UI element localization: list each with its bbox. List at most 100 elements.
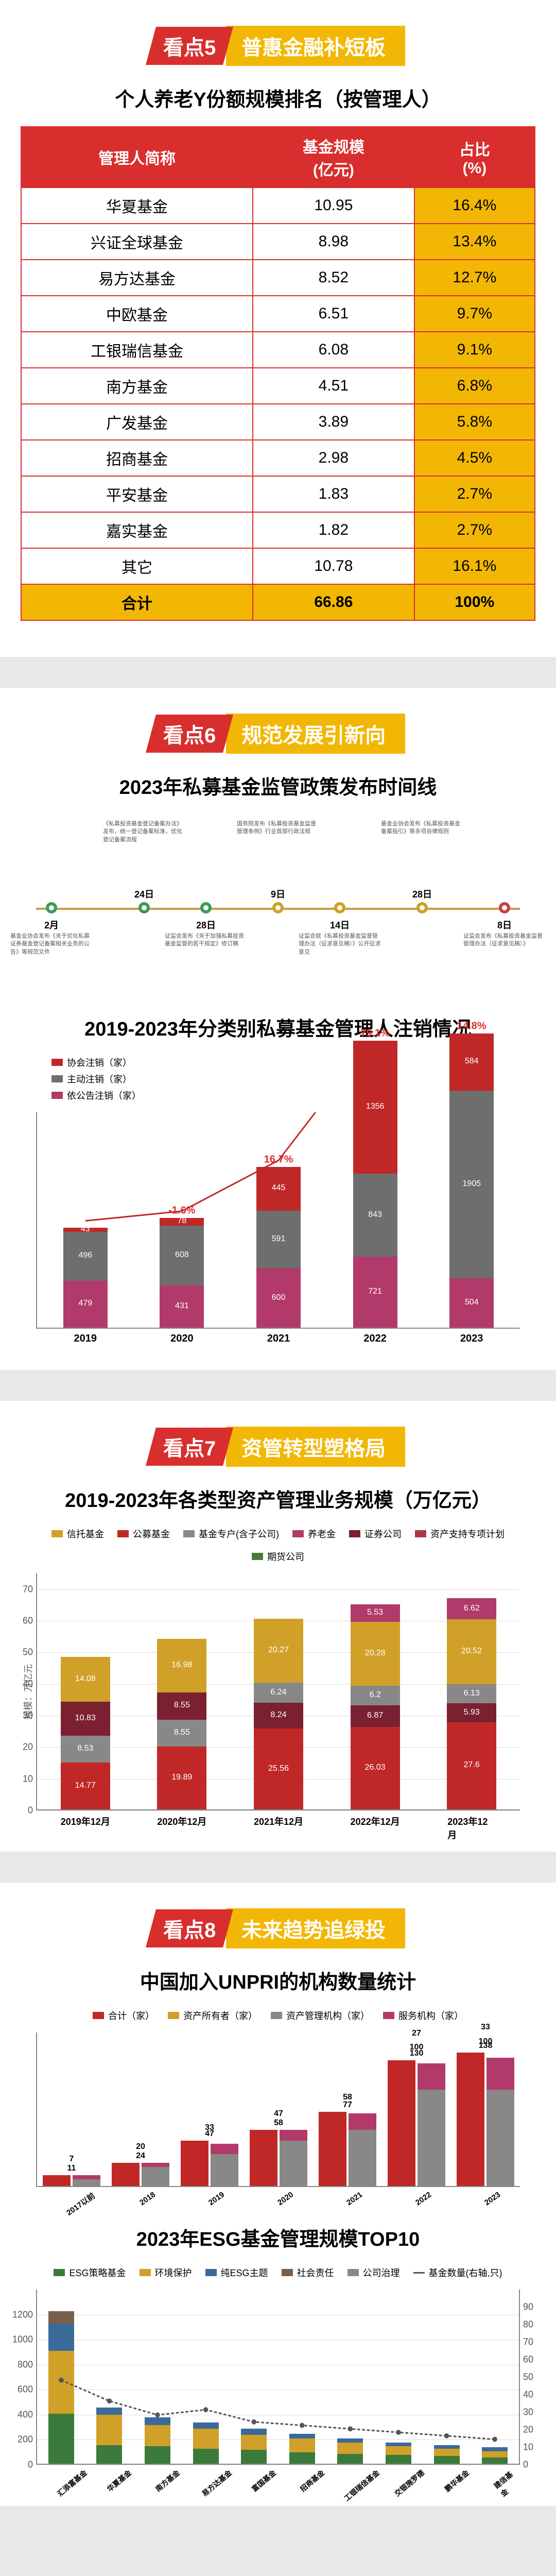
policy-timeline: 2月基金业协会发布《关于优化私募证券基金登记备案相关业务的公告》等规范文件24日… (21, 820, 535, 995)
growth-label: 16.7% (264, 1154, 293, 1165)
table-row: 招商基金2.984.5% (21, 440, 535, 476)
bar-segment: 5.93 (447, 1703, 496, 1722)
x-label: 2021 (267, 1328, 290, 1345)
x-label: 2022 (411, 2186, 433, 2207)
growth-label: 14.8% (457, 1020, 486, 1032)
legend-8a: 合计（家）资产所有者（家）资产管理机构（家）服务机构（家） (21, 2009, 535, 2022)
x-label: 2018 (135, 2186, 157, 2207)
timeline-date: 28日 (412, 887, 432, 901)
bar-top-label: 58 (274, 2119, 283, 2128)
timeline-text: 基金业协会发布《关于优化私募证券基金登记备案相关业务的公告》等规范文件 (10, 933, 93, 956)
unpri-chart-area: 1172017以前2420201847332019584720207758202… (36, 2032, 520, 2187)
timeline-text: 《私募投资基金登记备案办法》发布，统一登记备案标准，优化登记备案流程 (103, 820, 185, 844)
badge-7: 看点7 (146, 1428, 233, 1466)
section-7: 看点7 资管转型塑格局 2019-2023年各类型资产管理业务规模（万亿元） 信… (0, 1401, 556, 1852)
bar-total (457, 2053, 484, 2186)
timeline-date: 2月 (44, 918, 59, 931)
x-label: 汇添富基金 (51, 2464, 89, 2499)
timeline-date: 24日 (134, 887, 154, 901)
bar-mgr (280, 2141, 307, 2186)
badge-8: 看点8 (146, 1909, 233, 1947)
banner-7: 资管转型塑格局 (226, 1427, 405, 1467)
x-label: 2023 (480, 2186, 502, 2207)
bar-segment: 6.62 (447, 1598, 496, 1619)
sec8-title1: 中国加入UNPRI的机构数量统计 (21, 1966, 535, 1994)
bar-segment: 20.28 (351, 1622, 400, 1686)
bar-top-label: 11 (67, 2164, 76, 2173)
timeline-dot (272, 902, 284, 913)
bar-mgr (486, 2090, 514, 2187)
timeline-date: 14日 (330, 918, 350, 931)
table-header: 基金规模 (亿元) (253, 127, 414, 188)
banner-6: 规范发展引新向 (226, 714, 405, 754)
x-label: 2019 (74, 1328, 97, 1345)
x-label: 2020 (273, 2186, 295, 2207)
pension-fund-table: 管理人简称基金规模 (亿元)占比 (%)华夏基金10.9516.4%兴证全球基金… (21, 126, 535, 621)
x-label: 2019 (204, 2186, 226, 2207)
bar-segment: 8.55 (157, 1692, 206, 1719)
sec7-title: 2019-2023年各类型资产管理业务规模（万亿元） (21, 1484, 535, 1513)
legend-item: ESG策略基金 (54, 2266, 126, 2279)
legend-item: 期货公司 (252, 1550, 304, 1563)
timeline-dot (499, 902, 510, 913)
timeline-text: 国务院发布《私募投资基金监督管理条例》行业首部行政法规 (237, 820, 319, 836)
bar-segment: 10.83 (61, 1702, 110, 1736)
legend-item: 基金数量(右轴,只) (413, 2266, 502, 2279)
dereg-chart-area: 4794964320194316087820206005914452021721… (36, 1112, 520, 1329)
bar-top-label: 47 (274, 2109, 283, 2119)
bar-top-label: 58 (343, 2093, 352, 2102)
bar-total (319, 2112, 346, 2186)
x-label: 2020 (170, 1328, 194, 1345)
timeline-text: 证监会就《私募投资基金监督管理办法（征求意见稿）》公开征求意见 (299, 933, 381, 956)
bar-segment: 25.56 (254, 1728, 303, 1809)
bar-segment: 26.03 (351, 1727, 400, 1809)
section-8-header: 看点8 未来趋势追绿投 (21, 1908, 535, 1948)
timeline-date: 8日 (497, 918, 512, 931)
timeline-text: 证监会发布《关于加强私募投资基金监管的若干规定》修订稿 (165, 933, 247, 948)
x-label: 建信基金 (489, 2464, 524, 2499)
bar-segment: 8.53 (61, 1736, 110, 1762)
bar-top-label: 24 (136, 2151, 145, 2161)
table-row: 兴证全球基金8.9813.4% (21, 224, 535, 260)
bar-svc (142, 2163, 169, 2167)
x-label: 2017以前 (61, 2186, 97, 2218)
x-label: 2021年12月 (254, 1809, 303, 1828)
timeline-dot (334, 902, 345, 913)
legend-item: 证券公司 (349, 1527, 402, 1540)
bar-segment: 6.13 (447, 1684, 496, 1704)
legend-7: 信托基金公募基金基金专户(含子公司)养老金证券公司资产支持专项计划期货公司 (21, 1527, 535, 1563)
x-label: 2021 (342, 2186, 364, 2207)
bar-svc (418, 2063, 445, 2090)
x-label: 易方达基金 (196, 2464, 234, 2499)
bar-top-label: 100 (479, 2037, 493, 2046)
timeline-dot (200, 902, 212, 913)
bar-svc (280, 2130, 307, 2141)
legend-item: 纯ESG主题 (205, 2266, 268, 2279)
sec8-title2: 2023年ESG基金管理规模TOP10 (21, 2223, 535, 2251)
bar-segment: 16.98 (157, 1639, 206, 1692)
bar-mgr (142, 2167, 169, 2187)
timeline-dot (138, 902, 150, 913)
x-label: 2022 (363, 1328, 387, 1345)
bar-segment: 14.77 (61, 1762, 110, 1809)
bar-segment: 8.24 (254, 1703, 303, 1729)
table-row: 南方基金4.516.8% (21, 368, 535, 404)
legend-item: 资产所有者（家） (168, 2009, 257, 2022)
legend-8b: ESG策略基金环境保护纯ESG主题社会责任公司治理基金数量(右轴,只) (21, 2266, 535, 2279)
table-row: 中欧基金6.519.7% (21, 296, 535, 332)
x-label: 工银瑞信基金 (339, 2464, 382, 2503)
legend-item: 合计（家） (93, 2009, 154, 2022)
bar-top-label: 7 (70, 2155, 74, 2164)
x-label: 富国基金 (246, 2464, 278, 2494)
timeline-dot (416, 902, 428, 913)
legend-item: 资产管理机构（家） (271, 2009, 370, 2022)
table-header: 占比 (%) (414, 127, 535, 188)
table-row: 广发基金3.895.8% (21, 404, 535, 440)
legend-item: 资产支持专项计划 (415, 1527, 505, 1540)
table-row: 嘉实基金1.822.7% (21, 512, 535, 548)
x-label: 2022年12月 (351, 1809, 400, 1828)
bar-segment: 6.87 (351, 1705, 400, 1727)
bar-segment: 6.2 (351, 1686, 400, 1705)
section-5: 看点5 普惠金融补短板 个人养老Y份额规模排名（按管理人） 管理人简称基金规模 … (0, 0, 556, 657)
x-label: 2023 (460, 1328, 483, 1345)
